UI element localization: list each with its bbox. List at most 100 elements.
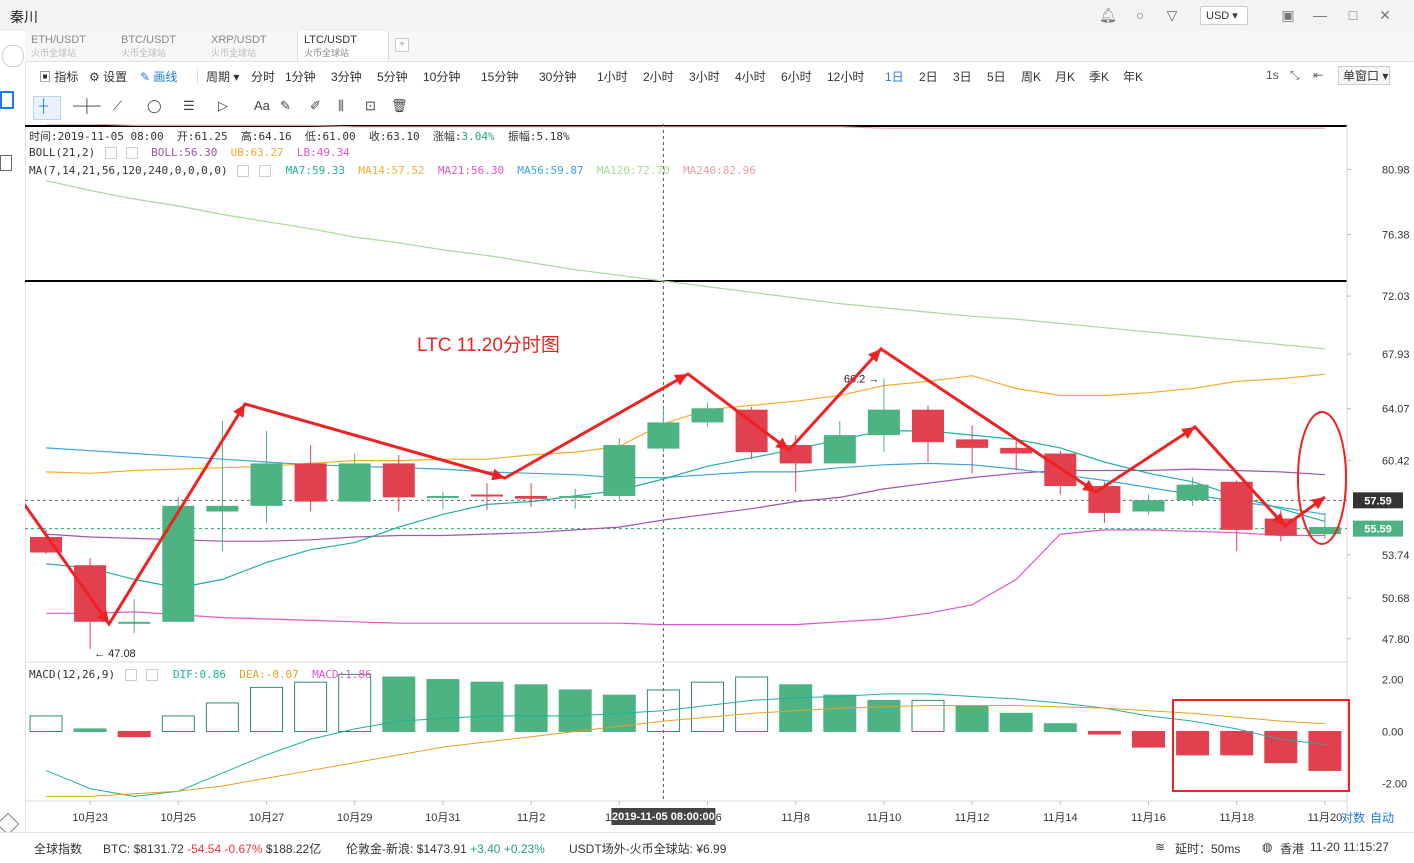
pen-icon: ✎ xyxy=(140,70,151,84)
avatar-icon[interactable] xyxy=(2,45,24,67)
clock-label: 11-20 11:15:27 xyxy=(1310,840,1389,854)
period-20[interactable]: 年K xyxy=(1123,70,1144,84)
log-scale-button[interactable]: 对数 xyxy=(1341,811,1366,825)
y-tick-label: 64.07 xyxy=(1382,404,1410,416)
chart-svg[interactable]: 80.98 76.38 72.03 67.93 64.07 60.42 53.74 50.68… xyxy=(25,124,1414,830)
period-1[interactable]: 1分钟 xyxy=(285,70,316,84)
period-0[interactable]: 分时 xyxy=(251,70,276,84)
tab-eth-usdt[interactable]: ETH/USDT 火币全球站 xyxy=(31,34,86,58)
legend-close-icon[interactable] xyxy=(126,147,139,159)
legend-settings-icon[interactable] xyxy=(104,147,117,159)
period-7[interactable]: 1小时 xyxy=(597,70,628,84)
candle-body xyxy=(823,435,856,464)
macd-bar xyxy=(1087,731,1121,735)
bars-tool-icon[interactable]: ⫼ xyxy=(338,98,344,113)
candle-body xyxy=(1308,527,1341,535)
ellipse-tool-icon[interactable]: ◯ xyxy=(147,98,162,113)
period-4[interactable]: 10分钟 xyxy=(423,70,461,84)
bell-icon[interactable]: 🔔︎ xyxy=(1099,7,1117,23)
x-tick-label: 11月10 xyxy=(867,812,902,824)
arrow-tool-icon[interactable]: ▷ xyxy=(218,98,228,113)
interval-label[interactable]: 1s xyxy=(1266,68,1279,82)
toolbar: ▣ 指标 ⚙ 设置 ✎ 画线 周期 ▾ 分时 1分钟 3分钟 5分钟 10分钟 15分钟 3… xyxy=(25,62,1414,90)
period-14[interactable]: 2日 xyxy=(919,70,938,84)
restore-window-icon[interactable]: ▣ xyxy=(1281,7,1295,23)
left-sidebar xyxy=(0,31,26,862)
price-tag-1-label: 57.59 xyxy=(1364,495,1392,507)
chart-area[interactable]: 80.98 76.38 72.03 67.93 64.07 60.42 53.74 50.68… xyxy=(25,124,1414,830)
tab-btc-usdt[interactable]: BTC/USDT 火币全球站 xyxy=(121,34,176,58)
period-11[interactable]: 6小时 xyxy=(781,70,812,84)
trash-tool-icon[interactable]: 🗑︎ xyxy=(391,98,408,113)
rights-icon[interactable] xyxy=(0,155,12,171)
indicator-button[interactable]: ▣ 指标 xyxy=(39,70,79,84)
series-ma240 xyxy=(46,124,1325,129)
draw-button[interactable]: ✎ 画线 xyxy=(140,70,178,84)
series-lb xyxy=(46,529,1325,626)
crosshair-tool[interactable] xyxy=(33,96,61,120)
settings-button[interactable]: ⚙ 设置 xyxy=(89,70,128,84)
macd-bar xyxy=(867,699,901,732)
legend-close-icon[interactable] xyxy=(146,669,159,681)
minimize-icon[interactable]: — xyxy=(1313,7,1327,23)
macd-bar xyxy=(779,684,813,732)
brush-tool-icon[interactable]: ✐ xyxy=(310,98,321,113)
hline-tool-icon[interactable]: ─┼─ xyxy=(73,98,101,113)
divider xyxy=(197,70,198,84)
period-19[interactable]: 季K xyxy=(1089,70,1110,84)
period-9[interactable]: 3小时 xyxy=(689,70,720,84)
trendline-tool-icon[interactable]: ⟋ xyxy=(113,98,123,113)
auto-scale-button[interactable]: 自动 xyxy=(1370,811,1395,825)
tab-ltc-usdt[interactable]: LTC/USDT 火币全球站 xyxy=(297,31,389,61)
maximize-icon[interactable]: □ xyxy=(1348,7,1358,23)
tab-xrp-usdt[interactable]: XRP/USDT 火币全球站 xyxy=(211,34,267,58)
candle-body xyxy=(118,621,151,624)
legend-close-icon[interactable] xyxy=(258,165,271,177)
channel-tool-icon[interactable]: ☰ xyxy=(183,98,195,113)
btc-ticker[interactable]: BTC: $8131.72 -54.54 -0.67% $188.22亿 xyxy=(103,842,322,856)
add-tab-button[interactable]: + xyxy=(395,38,409,52)
currency-select[interactable]: USD ▾ xyxy=(1200,6,1248,25)
close-icon[interactable]: ✕ xyxy=(1379,7,1391,23)
macd-bar xyxy=(1132,731,1165,748)
y-tick-label: 53.74 xyxy=(1382,550,1410,562)
gold-ticker[interactable]: 伦敦金-新浪: $1473.91 +3.40 +0.23% xyxy=(346,842,545,856)
ruler-tool-icon[interactable]: ✎ xyxy=(280,98,291,113)
window-select[interactable]: 单窗口 ▾ xyxy=(1338,66,1390,85)
period-17[interactable]: 周K xyxy=(1021,70,1042,84)
macd-bar xyxy=(250,686,283,732)
legend-settings-icon[interactable] xyxy=(237,165,250,177)
period-18[interactable]: 月K xyxy=(1055,70,1076,84)
period-16[interactable]: 5日 xyxy=(987,70,1006,84)
period-label[interactable]: 周期 ▾ xyxy=(206,70,240,84)
annotation-arrowhead xyxy=(96,610,109,624)
annotation-arrowhead xyxy=(491,468,505,481)
period-3[interactable]: 5分钟 xyxy=(377,70,408,84)
trade-icon[interactable] xyxy=(0,91,14,109)
period-12[interactable]: 12小时 xyxy=(827,70,865,84)
price-tag-2 xyxy=(1353,520,1403,537)
usdt-ticker[interactable]: USDT场外-火币全球站: ¥6.99 xyxy=(569,842,727,856)
macd-bar xyxy=(161,715,195,733)
legend-settings-icon[interactable] xyxy=(124,669,137,681)
global-index-label[interactable]: 全球指数 xyxy=(34,842,83,856)
expand-icon[interactable]: ⤡ xyxy=(1290,68,1300,82)
lock-tool-icon[interactable]: ⊡ xyxy=(365,98,376,113)
exit-icon[interactable]: ⇤ xyxy=(1313,68,1324,82)
period-5[interactable]: 15分钟 xyxy=(481,70,519,84)
period-10[interactable]: 4小时 xyxy=(735,70,766,84)
period-15[interactable]: 3日 xyxy=(953,70,972,84)
period-8[interactable]: 2小时 xyxy=(643,70,674,84)
period-2[interactable]: 3分钟 xyxy=(331,70,362,84)
text-tool[interactable]: Aa xyxy=(254,98,270,113)
x-tick-label: 10月29 xyxy=(337,812,372,824)
search-icon[interactable]: ○ xyxy=(1135,7,1145,23)
series-ub xyxy=(45,373,1325,474)
macd-bar xyxy=(205,702,239,733)
shirt-icon[interactable]: ▽ xyxy=(1166,7,1178,23)
macd-bar xyxy=(1220,731,1254,756)
period-13[interactable]: 1日 xyxy=(885,70,904,84)
macd-bar xyxy=(470,681,504,733)
candle-body xyxy=(647,422,680,449)
period-6[interactable]: 30分钟 xyxy=(539,70,577,84)
